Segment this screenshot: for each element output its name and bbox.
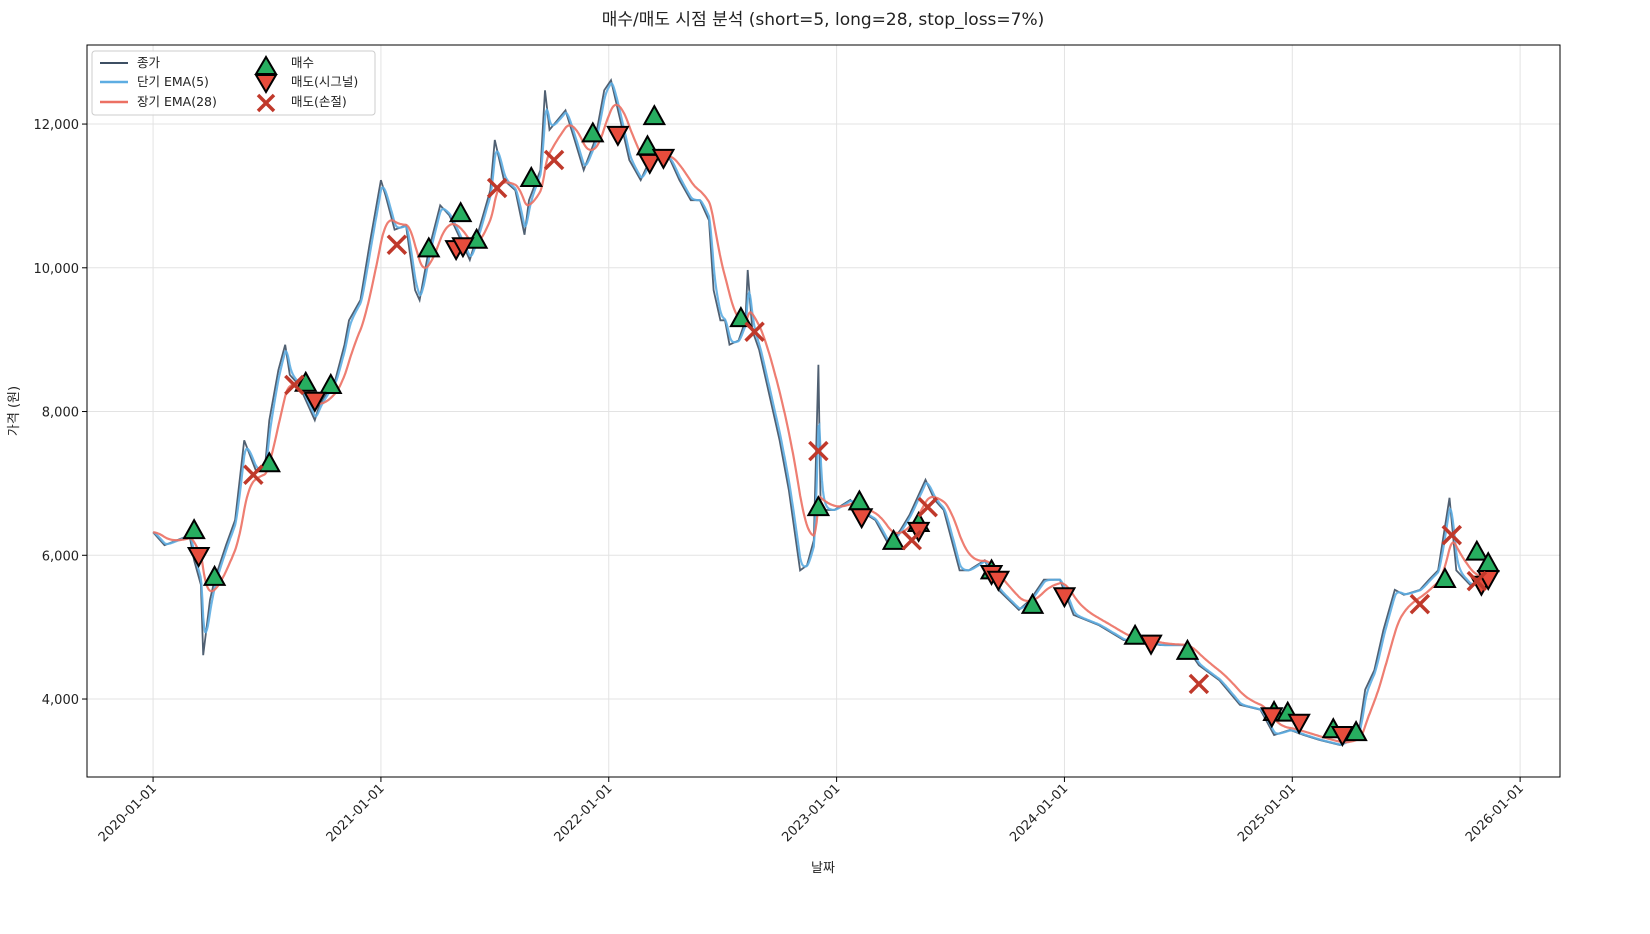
buy-marker — [1020, 592, 1045, 614]
sell-signal-marker — [638, 153, 662, 175]
buy-marker — [581, 121, 605, 143]
x-axis: 2020-01-01 2021-01-01 2022-01-01 2023-01-01… — [96, 777, 1527, 845]
legend-sell-signal-label: 매도(시그널) — [291, 74, 358, 89]
buy-marker — [1175, 638, 1200, 660]
buy-marker — [182, 518, 206, 540]
y-tick-label: 4,000 — [42, 693, 79, 708]
buy-marker — [448, 201, 473, 223]
buy-marker — [202, 564, 227, 586]
sell-signal-marker — [986, 570, 1011, 592]
legend: 종가 단기 EMA(5) 장기 EMA(28) 매수 매도(시그널) 매도(손절… — [91, 50, 376, 116]
legend-close-label: 종가 — [137, 55, 161, 70]
sell-stop-marker — [284, 374, 305, 396]
sell-signal-marker — [1287, 713, 1311, 735]
sell-signal-marker — [186, 546, 211, 569]
sell-signal-marker — [849, 508, 874, 530]
x-tick-label: 2026-01-01 — [1463, 781, 1527, 845]
x-tick-label: 2024-01-01 — [1007, 781, 1071, 845]
grid — [87, 45, 1560, 777]
legend-buy-label: 매수 — [291, 55, 314, 70]
sell-stop-marker — [917, 496, 938, 518]
sell-signal-marker — [451, 237, 475, 259]
sell-stop-marker — [1409, 593, 1431, 615]
y-tick-label: 10,000 — [34, 262, 80, 277]
y-tick-label: 12,000 — [34, 118, 80, 133]
y-axis: 4,000 6,000 8,000 10,000 12,000 — [34, 118, 87, 708]
sell-stop-marker — [1441, 524, 1463, 546]
buy-marker — [642, 104, 667, 126]
buy-marker — [519, 165, 543, 187]
sell-stop-marker — [243, 464, 264, 486]
close-price-line — [152, 77, 1489, 746]
sell-stop-marker — [486, 177, 508, 199]
y-tick-label: 6,000 — [42, 549, 79, 564]
x-tick-label: 2025-01-01 — [1235, 781, 1299, 845]
y-axis-label: 가격 (원) — [7, 386, 22, 436]
markers-layer — [182, 104, 1500, 748]
sell-signal-marker — [1330, 725, 1355, 748]
buy-marker — [881, 528, 906, 550]
buy-marker — [319, 372, 343, 394]
sell-stop-marker — [1466, 570, 1488, 592]
y-tick-label: 8,000 — [42, 406, 79, 421]
x-tick-label: 2022-01-01 — [552, 781, 616, 845]
sell-signal-marker — [651, 148, 676, 170]
x-axis-label: 날짜 — [811, 861, 835, 876]
buy-marker — [729, 306, 753, 328]
buy-marker — [806, 495, 831, 517]
legend-sell-stop-icon — [256, 93, 276, 113]
buy-marker — [1433, 566, 1457, 588]
sell-stop-marker — [1188, 673, 1210, 695]
sell-signal-marker — [606, 125, 630, 147]
buy-marker — [257, 451, 281, 473]
legend-ema-long-label: 장기 EMA(28) — [137, 94, 217, 109]
buy-marker — [1465, 539, 1489, 561]
x-tick-label: 2020-01-01 — [96, 781, 160, 845]
series-layer — [152, 77, 1489, 746]
legend-sell-stop-label: 매도(손절) — [291, 94, 347, 109]
sell-signal-marker — [1052, 587, 1077, 609]
sell-stop-marker — [543, 149, 565, 171]
sell-stop-marker — [744, 321, 765, 343]
plot-frame — [86, 44, 1561, 778]
sell-signal-marker — [303, 391, 327, 413]
sell-signal-marker — [1139, 634, 1163, 656]
x-tick-label: 2021-01-01 — [324, 781, 388, 845]
sell-stop-marker — [386, 234, 408, 256]
sell-stop-marker — [808, 440, 829, 462]
buy-marker — [417, 236, 441, 258]
ema-long-line — [152, 103, 1489, 744]
buy-marker — [294, 370, 318, 392]
legend-ema-short-label: 단기 EMA(5) — [137, 74, 209, 89]
sell-stop-marker — [901, 529, 923, 551]
chart-title: 매수/매도 시점 분석 (short=5, long=28, stop_loss… — [602, 10, 1045, 30]
sell-signal-marker — [1260, 707, 1284, 729]
ema-short-line — [152, 81, 1489, 746]
x-tick-label: 2023-01-01 — [779, 781, 843, 845]
legend-sell-signal-icon — [254, 74, 278, 94]
